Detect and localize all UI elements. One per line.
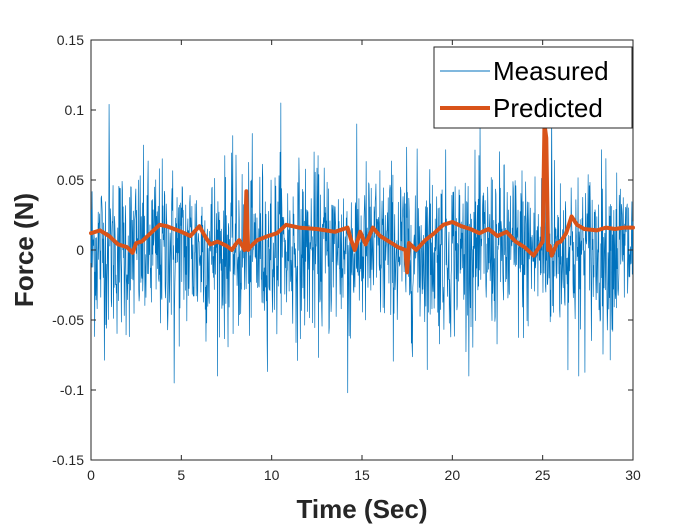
y-tick-label: 0.1 — [65, 102, 85, 118]
y-tick-label: 0.15 — [57, 32, 84, 48]
measured-line — [90, 102, 634, 394]
legend-label-measured: Measured — [493, 56, 609, 86]
y-tick-label: -0.1 — [60, 382, 84, 398]
x-axis-title: Time (Sec) — [296, 494, 427, 524]
measured-series — [90, 102, 634, 394]
x-tick-label: 20 — [445, 467, 461, 483]
legend-box — [433, 46, 633, 129]
predicted-series — [89, 122, 635, 275]
x-tick-labels: 0 5 10 15 20 25 30 — [87, 467, 641, 483]
y-tick-label: 0 — [76, 242, 84, 258]
x-tick-label: 5 — [177, 467, 185, 483]
axis-ticks — [90, 39, 634, 461]
x-tick-label: 25 — [535, 467, 551, 483]
predicted-line — [89, 122, 635, 275]
y-tick-labels: -0.15 -0.1 -0.05 0 0.05 0.1 0.15 — [52, 32, 84, 468]
y-axis-title: Force (N) — [9, 193, 39, 307]
y-tick-label: 0.05 — [57, 172, 84, 188]
legend: Measured Predicted — [433, 46, 633, 129]
legend-label-predicted: Predicted — [493, 93, 603, 123]
x-tick-label: 0 — [87, 467, 95, 483]
y-tick-label: -0.15 — [52, 452, 84, 468]
x-tick-label: 10 — [264, 467, 280, 483]
x-tick-label: 30 — [625, 467, 641, 483]
x-tick-label: 15 — [354, 467, 370, 483]
y-tick-label: -0.05 — [52, 312, 84, 328]
